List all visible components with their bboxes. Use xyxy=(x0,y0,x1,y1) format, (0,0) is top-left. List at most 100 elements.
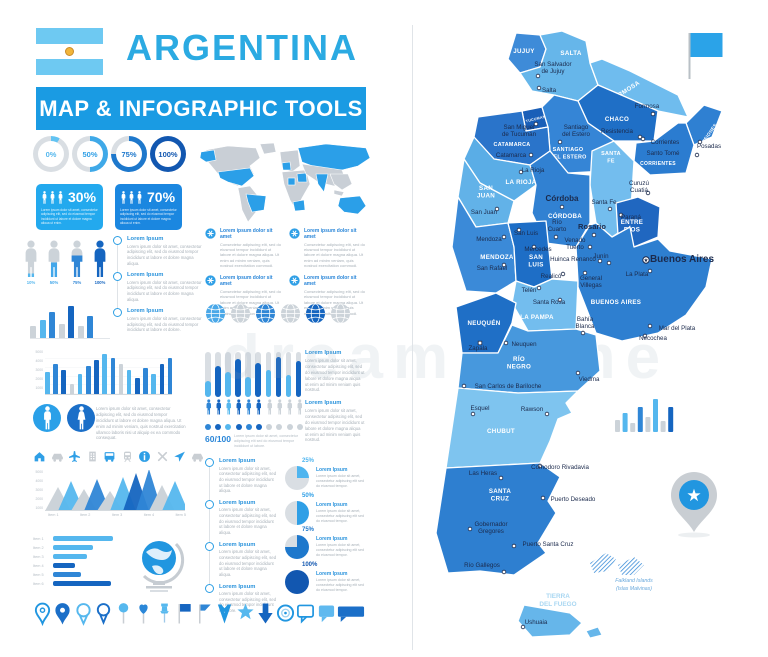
city-curuzu-cuatia-label: Curuzú xyxy=(629,180,650,187)
province-label-san-juan: JUAN xyxy=(477,193,495,200)
ratio-value: 60/100 xyxy=(205,434,231,444)
pie-chart xyxy=(285,500,309,525)
timeline-title: Lorem Ipsum xyxy=(127,272,164,279)
arrow-down-icon xyxy=(258,603,273,624)
city-san-miguel-de-tucuman-marker xyxy=(533,121,539,127)
column-track xyxy=(245,352,251,397)
city-rio-cuarto-label: Río xyxy=(552,219,562,226)
city-ushuaia-marker xyxy=(520,624,526,630)
column-fill xyxy=(245,376,251,397)
city-santo-tome-label: Santo Tomé xyxy=(647,150,680,157)
province-santa-cruz xyxy=(435,462,561,576)
x-tick: Item 4 xyxy=(143,513,155,517)
person-icon xyxy=(267,399,272,415)
timeline-dot-icon xyxy=(205,541,214,551)
x-tick: Item 5 xyxy=(175,513,186,517)
restaurant-icon xyxy=(157,451,167,462)
city-la-plata-marker xyxy=(647,268,653,274)
column-track xyxy=(275,352,282,397)
bar xyxy=(49,312,55,338)
province-buenos-aires xyxy=(575,222,713,342)
y-axis-labels: 5000 4000 3000 2000 1000 xyxy=(33,470,45,510)
city-neuquen-label: Neuquen xyxy=(511,341,537,348)
train-icon xyxy=(123,451,131,463)
globe-icon xyxy=(330,303,351,324)
pie-title: Lorem Ipsum xyxy=(316,467,348,473)
ratio-caption: 60/100 Lorem ipsum dolor sit amet, conse… xyxy=(205,434,305,449)
feature-block: Lorem ipsum dolor sit amet Consectetur ad… xyxy=(205,228,281,268)
ball-pin-icon xyxy=(118,603,129,624)
province-label-corrientes: CORRIENTES xyxy=(640,161,676,167)
flag-rect-icon xyxy=(178,604,191,624)
province-label-santa-fe: FE xyxy=(607,159,615,165)
pin-filled-icon xyxy=(55,603,70,625)
hbar-label: Item 6 xyxy=(33,581,44,586)
pie-text: Lorem ipsum dolor sit amet, consectetur … xyxy=(316,508,364,523)
person-icon xyxy=(50,190,55,204)
y-tick: 4000 xyxy=(35,479,43,483)
flag-stripe-bottom xyxy=(36,59,103,75)
city-la-rioja-marker xyxy=(518,169,524,175)
ratio-dot xyxy=(235,424,242,430)
ratio-text: Lorem ipsum dolor sit amet, consectetur … xyxy=(234,434,298,448)
city-comodoro-rivadavia-marker xyxy=(537,463,543,469)
column-track xyxy=(215,352,221,397)
column-track xyxy=(295,352,302,397)
pie-text: Lorem ipsum dolor sit amet, consectetur … xyxy=(316,543,364,558)
y-tick: 4000 xyxy=(35,359,43,363)
feature-block: Lorem ipsum dolor sit amet Consectetur ad… xyxy=(289,228,365,268)
province-label-mendoza: MENDOZA xyxy=(480,254,514,261)
city-salta-marker xyxy=(536,85,542,91)
bar xyxy=(69,384,75,394)
city-salta-label: Salta xyxy=(542,87,557,94)
sun-of-may-icon xyxy=(65,47,74,56)
asterisk-icon xyxy=(289,275,300,287)
x-tick: Item 3 xyxy=(111,513,123,517)
map-note-label: TIERRA xyxy=(546,593,570,600)
side-note-2: Lorem Ipsum Lorem ipsum dolor sit amet, … xyxy=(305,400,365,443)
flag-marker-icon xyxy=(688,33,723,79)
timeline-dot-icon xyxy=(205,499,214,509)
panel-divider xyxy=(412,25,413,650)
city-comodoro-rivadavia-label: Comodoro Rivadavia xyxy=(531,464,589,471)
pie-note: Lorem Ipsum Lorem ipsum dolor sit amet, c… xyxy=(316,502,364,524)
bar xyxy=(118,364,124,394)
person-fill-icon xyxy=(94,240,106,277)
person-icon xyxy=(121,190,126,204)
timeline-text: Lorem ipsum dolor sit amet, consectetur … xyxy=(219,465,277,494)
city-santa-fe-marker xyxy=(607,206,613,212)
feature-title: Lorem ipsum dolor sit amet xyxy=(220,275,273,288)
person-icon xyxy=(42,190,47,204)
area-chart: 5000 4000 3000 2000 1000 xyxy=(33,470,185,511)
person-fill-icon xyxy=(48,240,60,277)
city-puerto-deseado-marker xyxy=(540,495,546,501)
hbar-row: Item 4 xyxy=(33,561,143,570)
province-label-chubut: CHUBUT xyxy=(487,428,515,435)
city-mendoza-marker xyxy=(501,234,507,240)
province-label-catamarca: CATAMARCA xyxy=(494,142,531,148)
timeline-item: Lorem Ipsum Lorem ipsum dolor sit amet, c… xyxy=(205,541,277,586)
person-icon xyxy=(287,399,292,415)
ratio-dot xyxy=(266,424,273,430)
timeline-title: Lorem Ipsum xyxy=(219,583,256,590)
bar xyxy=(53,364,58,394)
city-general-villegas-marker xyxy=(582,270,588,276)
timeline-text: Lorem ipsum dolor sit amet, consectetur … xyxy=(219,507,277,536)
timeline-title: Lorem Ipsum xyxy=(127,236,164,242)
city-la-plata-label: La Plata xyxy=(626,271,649,278)
people-group-icon xyxy=(120,190,143,204)
star-pin-icon: ★ xyxy=(671,472,717,538)
timeline-item: Lorem Ipsum Lorem ipsum dolor sit amet, c… xyxy=(205,499,277,544)
pie-percent: 100% xyxy=(302,561,318,568)
city-santiago-del-estero-label: Santiago xyxy=(564,124,589,131)
argentina-map: JUJUY SALTAFORMOSACHACOMISIONESCORRIENTES… xyxy=(435,30,723,639)
city-telen-label: Telén xyxy=(522,287,537,294)
city-mar-del-plata-label: Mar del Plata xyxy=(659,325,696,332)
city-junin-label: Junín xyxy=(593,253,609,260)
pin-round-light-icon xyxy=(75,603,91,626)
map-note-label: DEL FUEGO xyxy=(539,601,576,608)
city-santo-tome-marker xyxy=(694,152,700,158)
chevron-pin-icon xyxy=(218,604,232,624)
hbar xyxy=(53,545,93,550)
timeline-text: Lorem ipsum dolor sit amet, consectetur … xyxy=(219,549,277,577)
